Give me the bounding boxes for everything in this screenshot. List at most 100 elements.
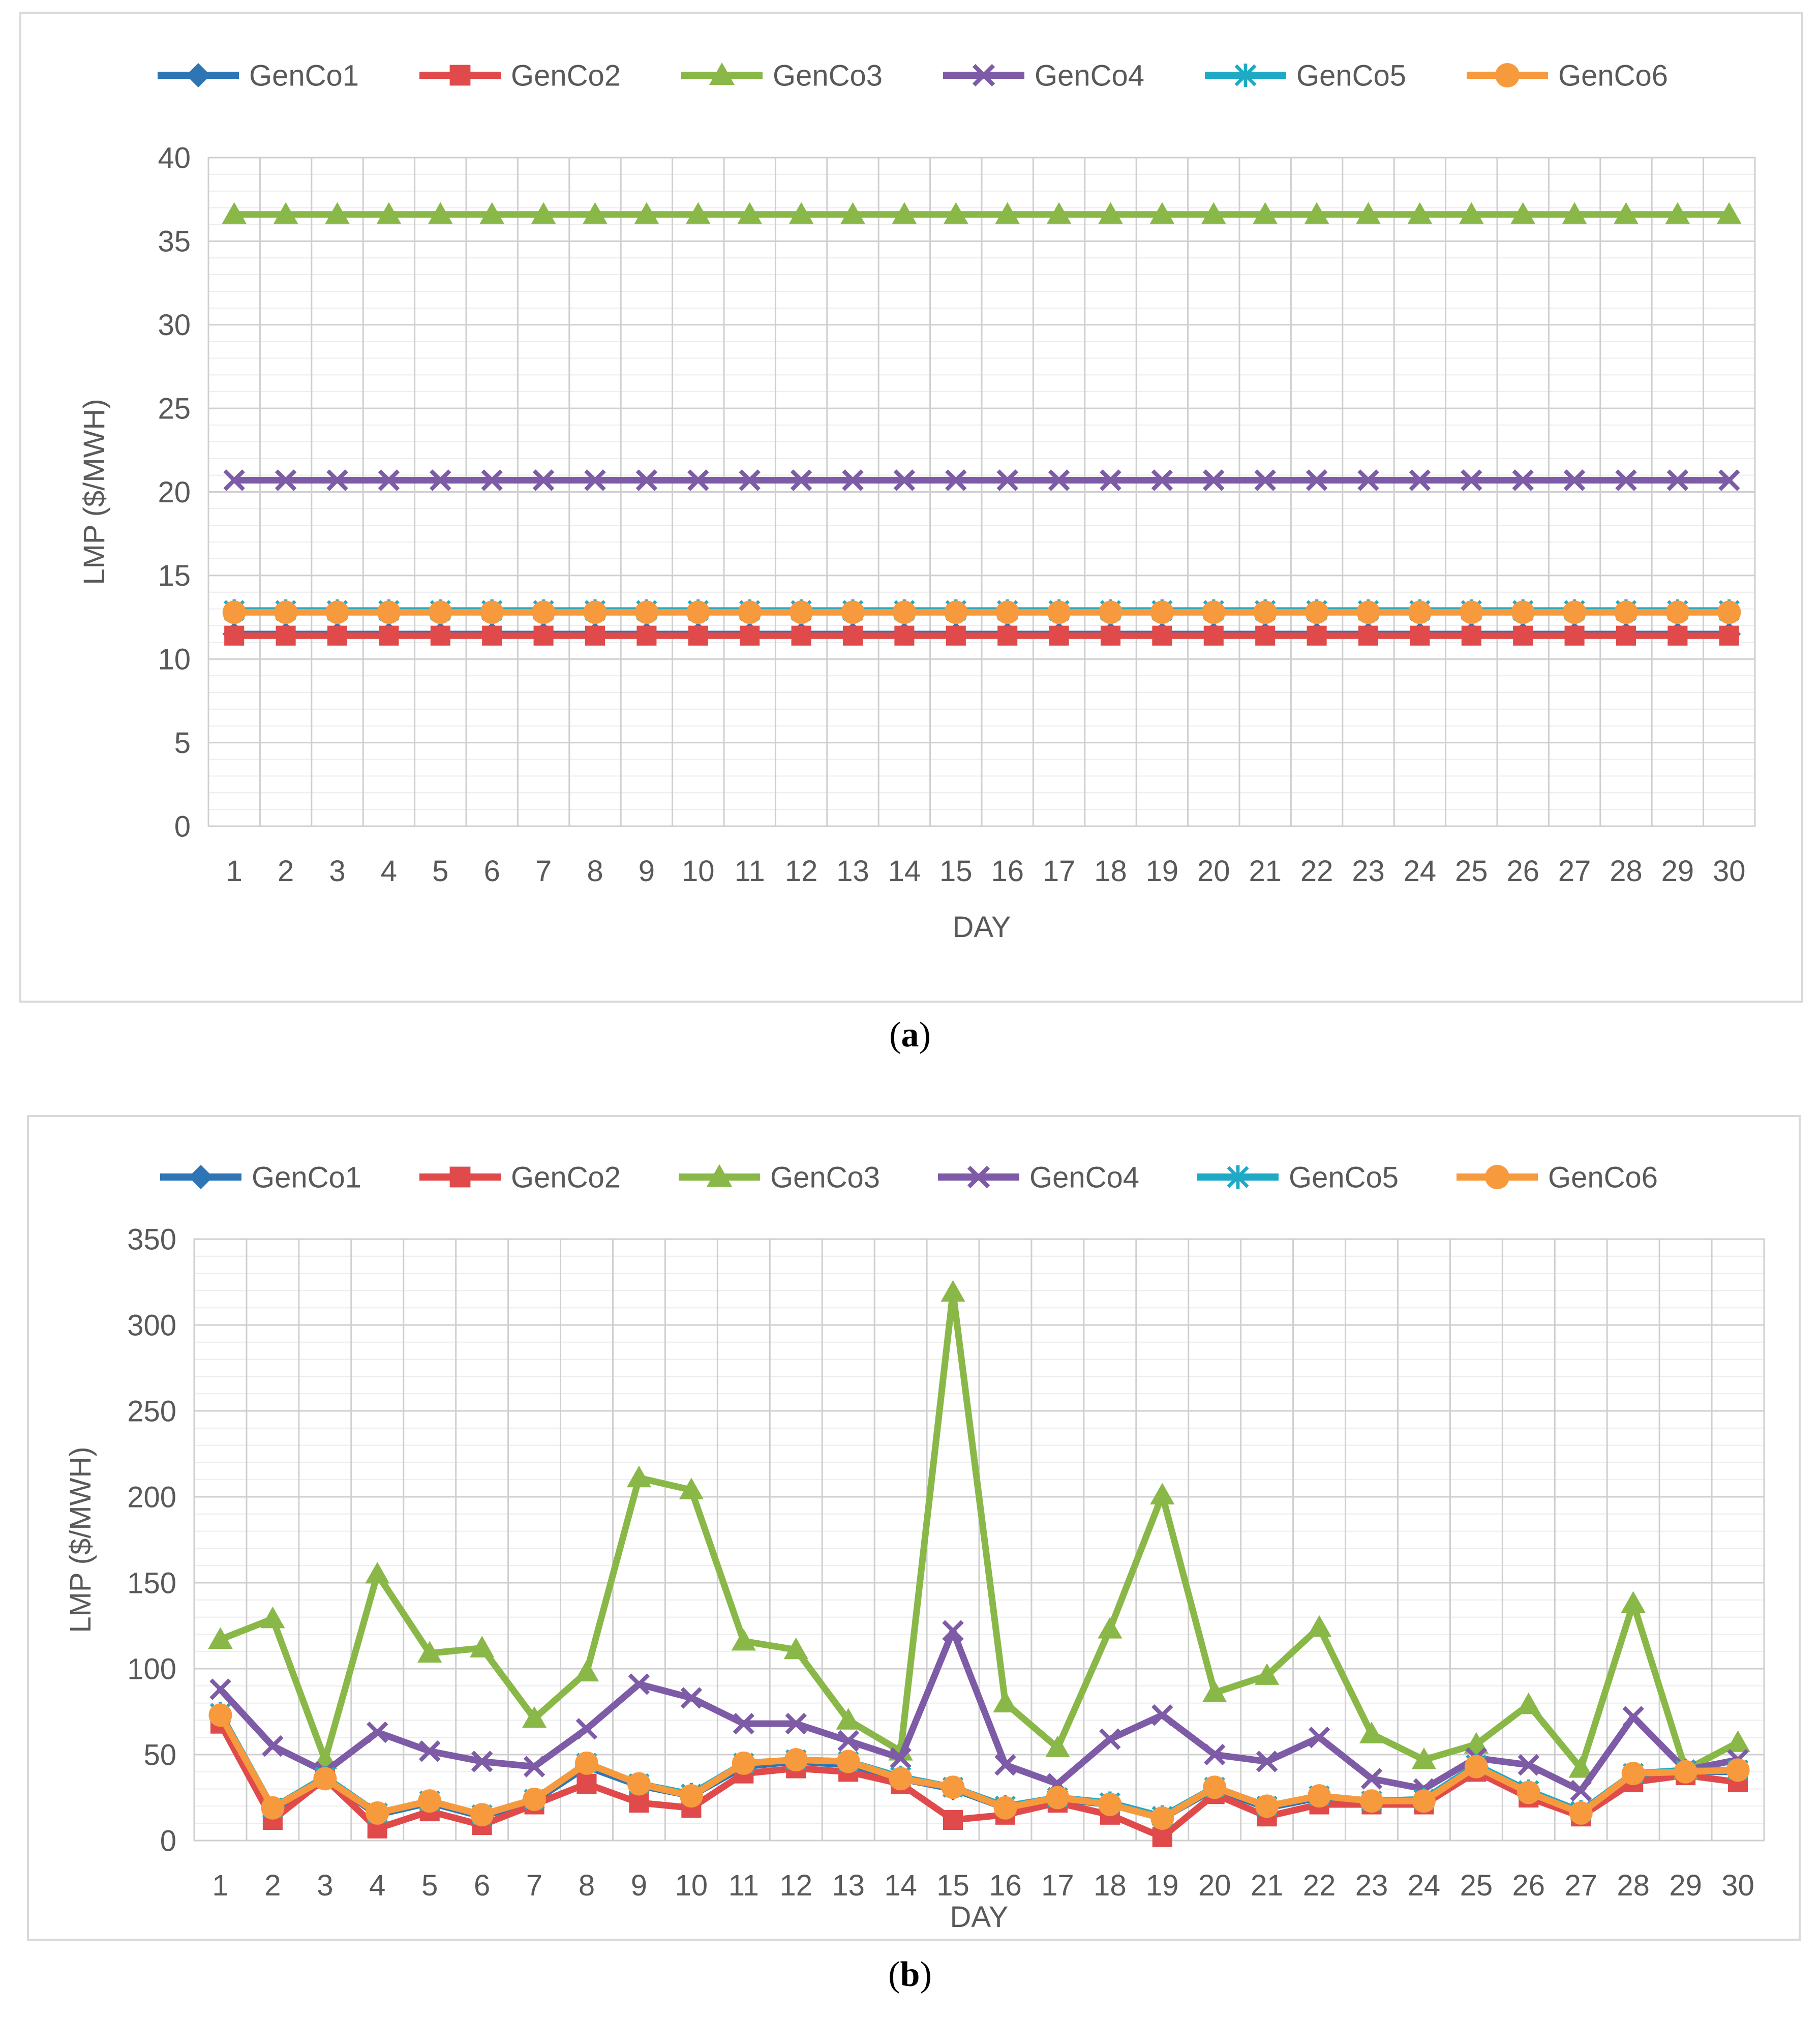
panel-letter: a (901, 1015, 919, 1054)
panel-b-data-point (365, 1561, 390, 1584)
panel-a-data-point (1100, 469, 1121, 491)
panel-a-xtick-label: 22 (1300, 855, 1333, 888)
panel-a-data-point (379, 625, 399, 646)
panel-a-ytick-label: 15 (158, 559, 191, 592)
panel-a-data-point (995, 202, 1020, 224)
panel-a-data-point (1357, 469, 1379, 491)
panel-b-data-point (575, 1718, 598, 1740)
panel-b-xtick-label: 11 (729, 1869, 759, 1902)
panel-a-data-point (790, 600, 813, 624)
panel-b-xtick-label: 18 (1094, 1869, 1127, 1902)
panel-b-data-point (574, 1660, 599, 1682)
panel-a-data-point (1305, 600, 1329, 624)
panel-a-series-genco6 (222, 600, 1741, 624)
panel-a-y-axis-title: LMP ($/MWH) (78, 399, 111, 585)
panel-a-data-point (1100, 625, 1121, 646)
panel-a-legend-marker (1234, 63, 1257, 87)
panel-b-y-axis-title: LMP ($/MWH) (64, 1447, 97, 1633)
panel-b-data-point (627, 1772, 651, 1796)
panel-a-xtick-label: 5 (432, 855, 448, 888)
panel-b-data-point (1622, 1706, 1644, 1728)
panel-a-data-point (840, 202, 865, 224)
panel-b-legend-item-genco3: GenCo3 (679, 1161, 880, 1194)
panel-a-legend-item-genco1: GenCo1 (158, 59, 359, 92)
panel-b-ytick-label: 150 (127, 1566, 176, 1600)
panel-b-data-point (1150, 1806, 1174, 1830)
panel-b-xtick-label: 7 (526, 1869, 542, 1902)
panel-a-data-point (1253, 600, 1277, 624)
panel-b-data-point (889, 1767, 913, 1791)
panel-b-legend-label: GenCo4 (1029, 1161, 1139, 1194)
panel-b-data-point (1725, 1730, 1750, 1752)
panel-a-xtick-label: 23 (1352, 855, 1385, 888)
panel-a-data-point (1048, 469, 1070, 491)
panel-a-data-point (532, 600, 556, 624)
panel-a-legend-label: GenCo6 (1558, 59, 1668, 92)
panel-b-xtick-label: 12 (779, 1869, 812, 1902)
panel-a-ytick-label: 40 (158, 141, 191, 174)
panel-b-legend-item-genco6: GenCo6 (1457, 1161, 1658, 1194)
panel-a-data-point (325, 202, 350, 224)
panel-b-data-point (890, 1747, 912, 1769)
panel-a-data-point (1459, 202, 1484, 224)
panel-b-xtick-label: 2 (264, 1869, 281, 1902)
panel-a-data-point (1307, 625, 1327, 646)
panel-a-ytick-label: 35 (158, 225, 191, 258)
panel-a-data-point (1306, 469, 1328, 491)
panel-a-xtick-label: 20 (1197, 855, 1230, 888)
panel-b-data-point (1570, 1780, 1592, 1802)
panel-b-legend-label: GenCo5 (1289, 1161, 1399, 1194)
panel-b-legend: GenCo1 GenCo2 GenCo3 GenCo4 GenCo5 GenCo6 (160, 1161, 1658, 1194)
panel-b-data-point (1202, 1680, 1227, 1702)
panel-b-data-point (1308, 1726, 1330, 1749)
panel-b-data-point (629, 1793, 649, 1813)
panel-a-data-point (275, 469, 297, 491)
panel-a-xtick-label: 30 (1713, 855, 1746, 888)
panel-b-ytick-label: 250 (127, 1395, 176, 1428)
panel-a-xtick-label: 11 (735, 855, 765, 888)
panel-a-data-point (892, 202, 917, 224)
panel-a-data-point (1254, 469, 1276, 491)
panel-a-data-point (585, 625, 605, 646)
panel-a-xtick-label: 14 (888, 855, 921, 888)
panel-b-data-point (313, 1767, 337, 1791)
panel-a-data-point (1255, 625, 1276, 646)
panel-a-series-genco4 (223, 469, 1740, 491)
panel-a-data-point (1718, 469, 1740, 491)
panel-b-data-point (943, 1810, 963, 1830)
panel-a-data-point (1203, 625, 1224, 646)
panel-a-legend: GenCo1 GenCo2 GenCo3 GenCo4 GenCo5 GenCo6 (158, 59, 1668, 92)
panel-a-data-point (481, 469, 503, 491)
panel-a-data-point (842, 469, 864, 491)
panel-b-legend-label: GenCo3 (770, 1161, 880, 1194)
panel-a-data-point (532, 469, 555, 491)
panel-a-xtick-label: 8 (587, 855, 603, 888)
panel-b-ytick-label: 350 (127, 1223, 176, 1256)
panel-a-data-point (1202, 600, 1226, 624)
panel-b-data-point (209, 1678, 231, 1700)
panel-a-legend-label: GenCo1 (249, 59, 359, 92)
panel-a-data-point (1049, 625, 1069, 646)
panel-b-data-point (1151, 1704, 1173, 1726)
panel-a-xtick-label: 24 (1404, 855, 1437, 888)
panel-a-xtick-label: 9 (639, 855, 655, 888)
panel-a-legend-item-genco4: GenCo4 (943, 59, 1144, 92)
panel-a-data-point (583, 600, 607, 624)
panel-a-data-point (634, 600, 658, 624)
panel-a-data-point (1253, 202, 1278, 224)
panel-b-data-point (1411, 1747, 1437, 1769)
panel-a-data-point (378, 469, 400, 491)
panel-b-xtick-label: 3 (317, 1869, 333, 1902)
panel-b-data-point (731, 1629, 756, 1651)
panel-b-data-point (1726, 1758, 1750, 1782)
panel-a-data-point (1099, 600, 1123, 624)
panel-a-xtick-label: 2 (278, 855, 294, 888)
panel-a-data-point (377, 600, 401, 624)
panel-b-legend-marker (706, 1164, 733, 1187)
panel-a-data-point (894, 625, 915, 646)
panel-b-xtick-label: 4 (369, 1869, 385, 1902)
panel-b-data-point (523, 1787, 547, 1811)
